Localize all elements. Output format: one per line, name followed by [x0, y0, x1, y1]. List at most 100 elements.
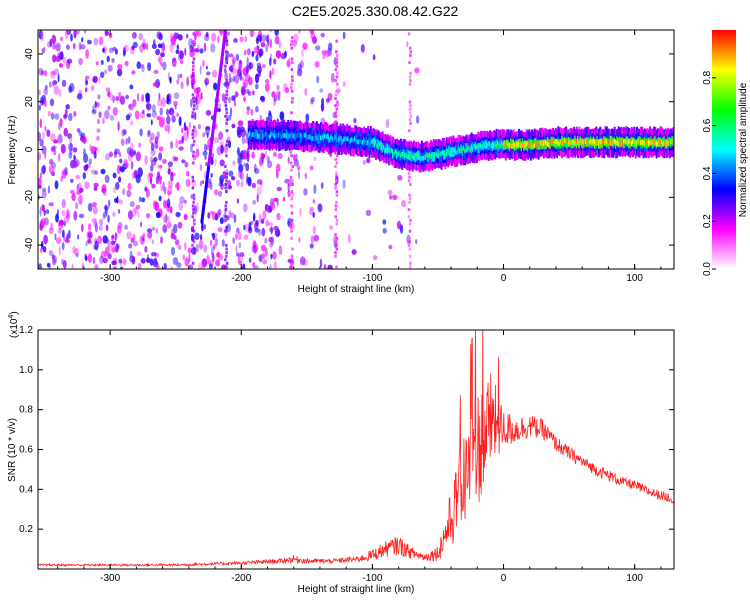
spectrogram-cell	[367, 140, 370, 146]
spectrogram-cell	[246, 48, 251, 56]
spectrogram-cell	[340, 136, 343, 141]
spectrogram-cell	[191, 114, 194, 118]
spectrogram-cell	[205, 109, 212, 116]
spectrogram-cell	[78, 42, 82, 51]
spectrogram-cell	[376, 143, 379, 149]
spectrogram-cell	[47, 185, 51, 194]
spectrogram-cell	[63, 215, 69, 224]
x-tick-label: 0	[501, 573, 507, 584]
spectrogram-cell	[70, 178, 74, 183]
spectrogram-cell	[415, 239, 418, 245]
spectrogram-cell	[653, 139, 655, 145]
spectrogram-cell	[254, 168, 260, 175]
spectrogram-cell	[334, 208, 338, 212]
spectrogram-cell	[162, 224, 168, 234]
spectrogram-cell	[632, 139, 634, 144]
spectrogram-cell	[138, 142, 142, 148]
spectrogram-cell	[169, 33, 174, 43]
spectrogram-cell	[434, 152, 436, 158]
spectrogram-cell	[129, 148, 135, 158]
spectrogram-cell	[607, 140, 610, 146]
spectrogram-cell	[46, 129, 51, 137]
spectrogram-cell	[204, 155, 207, 160]
spectrogram-cell	[155, 144, 159, 149]
spectrogram-cell	[318, 136, 321, 141]
spectrogram-cell	[69, 142, 73, 153]
spectrogram-cell	[237, 170, 243, 178]
spectrogram-cell	[84, 181, 90, 189]
spectrogram-cell	[276, 212, 281, 221]
spectrogram-cell	[192, 208, 195, 212]
spectrogram-cell	[192, 71, 195, 75]
spectrogram-cell	[537, 141, 540, 147]
spectrogram-cell	[97, 94, 101, 100]
spectrogram-cell	[319, 258, 323, 268]
spectrogram-cell	[87, 202, 93, 212]
spectrogram-cell	[220, 30, 223, 37]
spectrogram-cell	[252, 262, 256, 268]
spectrogram-cell	[247, 153, 250, 159]
spectrogram-cell	[228, 72, 231, 83]
spectrogram-cell	[49, 81, 52, 88]
spectrogram-cell	[313, 184, 317, 194]
spectrogram-cell	[204, 33, 210, 42]
spectrogram-cell	[594, 138, 596, 144]
spectrogram-cell	[180, 60, 184, 64]
spectrogram-cell	[497, 140, 499, 146]
spectrogram-cell	[232, 58, 236, 68]
spectrogram-cell	[199, 164, 203, 172]
spectrogram-cell	[41, 31, 44, 41]
spectrogram-cell	[273, 197, 279, 202]
spectrogram-cell	[617, 141, 620, 147]
spectrogram-cell	[219, 217, 224, 225]
spectrogram-cell	[107, 239, 111, 250]
spectrogram-cell	[259, 156, 264, 167]
spectrogram-cell	[66, 30, 72, 35]
spectrogram-cell	[267, 113, 273, 122]
spectrogram-cell	[283, 83, 288, 92]
spectrogram-cell	[209, 239, 213, 247]
spectrogram-cell	[290, 226, 293, 229]
spectrogram-cell	[159, 164, 163, 169]
spectrogram-cell	[299, 132, 301, 143]
spectrogram-cell	[532, 143, 535, 149]
spectrogram-cell	[124, 224, 129, 230]
spectrogram-cell	[343, 136, 346, 142]
spectrogram-cell	[91, 109, 97, 115]
spectrogram-cell	[510, 138, 513, 148]
spectrogram-cell	[224, 218, 227, 222]
spectrogram-cell	[85, 49, 89, 59]
spectrogram-cell	[76, 183, 79, 192]
spectrogram-cell	[191, 93, 195, 97]
spectrogram-cell	[202, 179, 205, 185]
figure-title: C2E5.2025.330.08.42.G22	[292, 3, 459, 19]
spectrogram-cell	[291, 183, 294, 186]
spectrogram-cell	[192, 104, 196, 108]
spectrogram-cell	[105, 237, 109, 244]
spectrogram-cell	[334, 183, 337, 186]
spectrogram-cell	[43, 88, 48, 96]
spectrogram-cell	[364, 139, 367, 145]
spectrogram-cell	[244, 223, 249, 233]
spectrogram-cell	[126, 190, 132, 197]
spectrogram-cell	[292, 133, 295, 139]
spectrogram-cell	[196, 86, 201, 94]
spectrogram-cell	[87, 238, 91, 244]
spectrogram-cell	[254, 163, 257, 173]
spectrogram-cell	[424, 154, 427, 160]
spectrogram-cell	[574, 135, 577, 146]
x-tick-label: 100	[626, 573, 643, 584]
spectrogram-cell	[104, 204, 108, 214]
spectrogram-cell	[163, 262, 167, 269]
spectrogram-cell	[275, 163, 281, 172]
spectrogram-cell	[310, 96, 316, 102]
spectrogram-cell	[408, 197, 412, 201]
spectrogram-cell	[205, 79, 208, 87]
spectrogram-cell	[132, 233, 136, 242]
spectrogram-cell	[495, 138, 498, 149]
snr-y-label: SNR (10 * v/v)	[7, 418, 18, 482]
spectrogram-cell	[303, 188, 308, 196]
spectrogram-cell	[193, 125, 196, 129]
spectrogram-cell	[255, 106, 259, 113]
spectrogram-cell	[253, 212, 256, 222]
